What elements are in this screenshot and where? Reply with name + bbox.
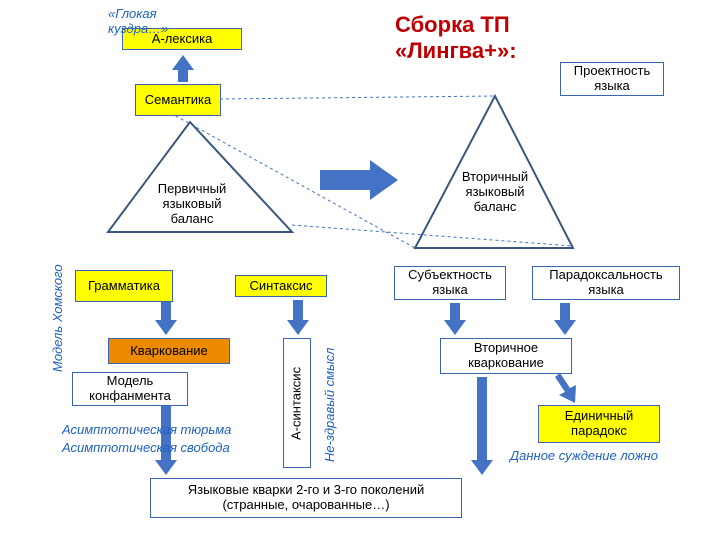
box-model-conf: Модель конфанмента	[72, 372, 188, 406]
note-asimp1: Асимптотическая тюрьма	[62, 422, 231, 437]
box-a-sintaksis: А-синтаксис	[283, 338, 311, 468]
box-vtor-kvark: Вторичное кваркование	[440, 338, 572, 374]
box-paradoks: Парадоксальность языка	[532, 266, 680, 300]
box-yaz-kvarki: Языковые кварки 2-го и 3-го поколений (с…	[150, 478, 462, 518]
label-secondary-triangle: Вторичный языковый баланс	[445, 170, 545, 215]
box-semantika: Семантика	[135, 84, 221, 116]
note-dannoe: Данное суждение ложно	[510, 448, 680, 463]
label-model-homsk: Модель Хомского	[50, 248, 84, 388]
label-primary-triangle: Первичный языковый баланс	[142, 182, 242, 227]
note-asimp2: Асимптотическая свобода	[62, 440, 230, 455]
box-sintaksis: Синтаксис	[235, 275, 327, 297]
note-glokaya: «Глокая куздра…»	[108, 6, 218, 36]
title-line1: Сборка ТП	[395, 12, 510, 37]
box-proektnost: Проектность языка	[560, 62, 664, 96]
label-ne-zdravy: Не-здравый смысл	[322, 340, 356, 470]
title-line2: «Лингва+»:	[395, 38, 517, 63]
box-ed-paradox: Единичный парадокс	[538, 405, 660, 443]
box-kvarkovanie: Кваркование	[108, 338, 230, 364]
box-grammatika: Грамматика	[75, 270, 173, 302]
diagram-title: Сборка ТП «Лингва+»:	[395, 12, 517, 65]
box-subektnost: Субъектность языка	[394, 266, 506, 300]
